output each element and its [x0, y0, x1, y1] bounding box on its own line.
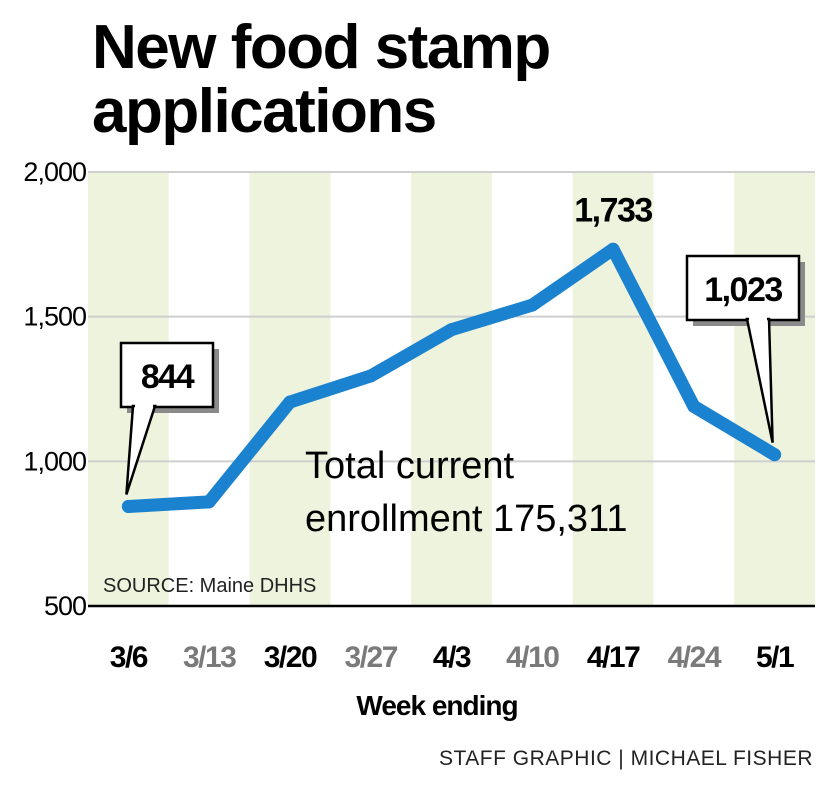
column-band — [734, 172, 815, 606]
source-note: SOURCE: Maine DHHS — [103, 575, 316, 597]
data-label: 1,023 — [704, 271, 782, 309]
y-tick-label: 2,000 — [23, 157, 86, 187]
data-point — [606, 242, 620, 256]
x-tick-label: 3/6 — [110, 641, 148, 674]
gridlines — [88, 171, 815, 608]
data-point — [283, 395, 297, 409]
x-axis-ticks: 3/6 3/13 3/20 3/27 4/3 4/10 4/17 4/24 5/1 — [110, 641, 796, 674]
y-tick-label: 1,000 — [23, 446, 86, 476]
x-tick-label: 4/3 — [433, 641, 471, 674]
y-tick-label: 500 — [44, 591, 86, 621]
data-point — [121, 499, 135, 513]
x-tick-label: 3/13 — [183, 641, 236, 674]
x-axis-label: Week ending — [356, 690, 517, 721]
x-tick-label: 4/10 — [506, 641, 559, 674]
x-tick-label: 4/24 — [668, 641, 722, 674]
data-point — [364, 369, 378, 383]
data-label-box — [119, 341, 215, 409]
data-point — [445, 323, 458, 337]
x-tick-label: 5/1 — [756, 641, 794, 674]
x-tick-label: 4/17 — [587, 641, 640, 674]
data-point — [202, 495, 216, 509]
x-tick-label: 3/20 — [264, 641, 317, 674]
data-label-box — [685, 254, 801, 322]
y-tick-label: 1,500 — [23, 302, 86, 332]
staff-credit: STAFF GRAPHIC | MICHAEL FISHER — [439, 747, 813, 770]
data-labels: 844 1,733 1,023 — [119, 191, 805, 495]
data-point — [687, 399, 701, 413]
data-label: 844 — [141, 358, 195, 396]
annotation-line-2: enrollment 175,311 — [305, 498, 628, 540]
y-axis-ticks: 500 1,000 1,500 2,000 — [23, 157, 87, 621]
column-band — [572, 172, 654, 606]
x-tick-label: 3/27 — [345, 641, 398, 674]
chart-title: New food stamp applications — [92, 13, 551, 146]
data-point — [768, 448, 782, 462]
data-label: 1,733 — [574, 191, 652, 229]
data-point — [525, 298, 539, 312]
column-bands — [88, 172, 815, 606]
column-band — [411, 172, 492, 606]
annotation-line-1: Total current — [305, 445, 515, 487]
data-points — [121, 242, 782, 513]
